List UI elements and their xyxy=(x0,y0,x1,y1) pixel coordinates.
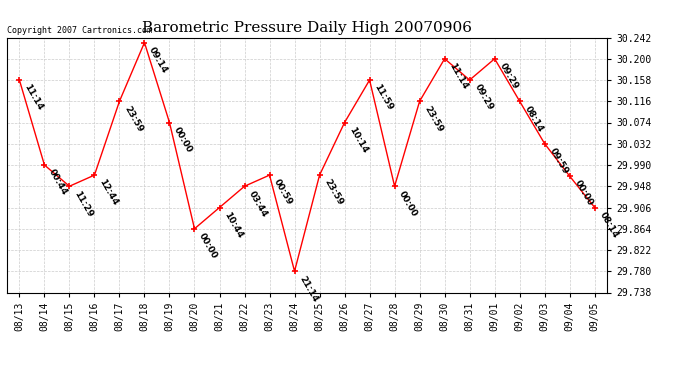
Text: 11:29: 11:29 xyxy=(72,189,95,218)
Text: Copyright 2007 Cartronics.com: Copyright 2007 Cartronics.com xyxy=(7,26,152,35)
Text: 21:14: 21:14 xyxy=(297,274,319,303)
Text: 12:44: 12:44 xyxy=(97,178,119,207)
Text: 23:59: 23:59 xyxy=(422,104,444,134)
Text: 03:44: 03:44 xyxy=(247,189,270,218)
Text: 11:14: 11:14 xyxy=(447,62,470,91)
Text: 00:00: 00:00 xyxy=(172,125,194,154)
Text: 09:14: 09:14 xyxy=(147,45,170,75)
Text: 00:44: 00:44 xyxy=(47,168,69,197)
Text: 10:44: 10:44 xyxy=(222,210,244,240)
Title: Barometric Pressure Daily High 20070906: Barometric Pressure Daily High 20070906 xyxy=(142,21,472,35)
Text: 11:14: 11:14 xyxy=(22,83,44,112)
Text: 00:00: 00:00 xyxy=(397,189,420,218)
Text: 11:59: 11:59 xyxy=(373,83,395,112)
Text: 10:14: 10:14 xyxy=(347,125,369,154)
Text: 00:59: 00:59 xyxy=(273,178,295,207)
Text: 23:59: 23:59 xyxy=(322,178,344,207)
Text: 08:14: 08:14 xyxy=(522,104,544,134)
Text: 09:29: 09:29 xyxy=(497,62,520,91)
Text: 00:00: 00:00 xyxy=(197,231,219,260)
Text: 09:59: 09:59 xyxy=(547,147,570,176)
Text: 23:59: 23:59 xyxy=(122,104,144,134)
Text: 08:14: 08:14 xyxy=(598,210,620,240)
Text: 00:00: 00:00 xyxy=(573,179,594,208)
Text: 09:29: 09:29 xyxy=(473,83,495,112)
